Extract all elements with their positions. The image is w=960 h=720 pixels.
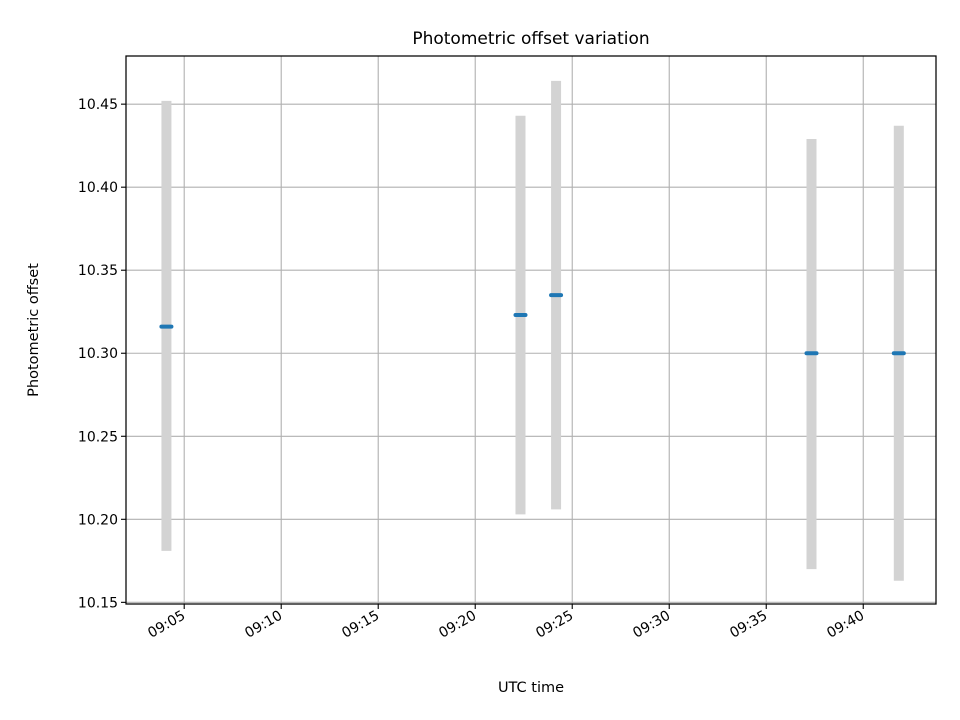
chart-title: Photometric offset variation — [412, 29, 649, 49]
y-tick-label: 10.40 — [78, 180, 118, 196]
y-tick-label: 10.25 — [78, 429, 118, 445]
y-tick-label: 10.45 — [78, 97, 118, 113]
grid — [126, 56, 936, 604]
y-axis-label: Photometric offset — [26, 263, 42, 397]
plot-area — [126, 56, 936, 604]
axes-frame — [125, 55, 937, 605]
x-axis-label: UTC time — [498, 680, 564, 696]
y-tick-label: 10.30 — [78, 346, 118, 362]
y-tick-label: 10.35 — [78, 263, 118, 279]
y-tick-label: 10.15 — [78, 595, 118, 611]
data-layer — [159, 80, 906, 581]
y-tick-label: 10.20 — [78, 512, 118, 528]
